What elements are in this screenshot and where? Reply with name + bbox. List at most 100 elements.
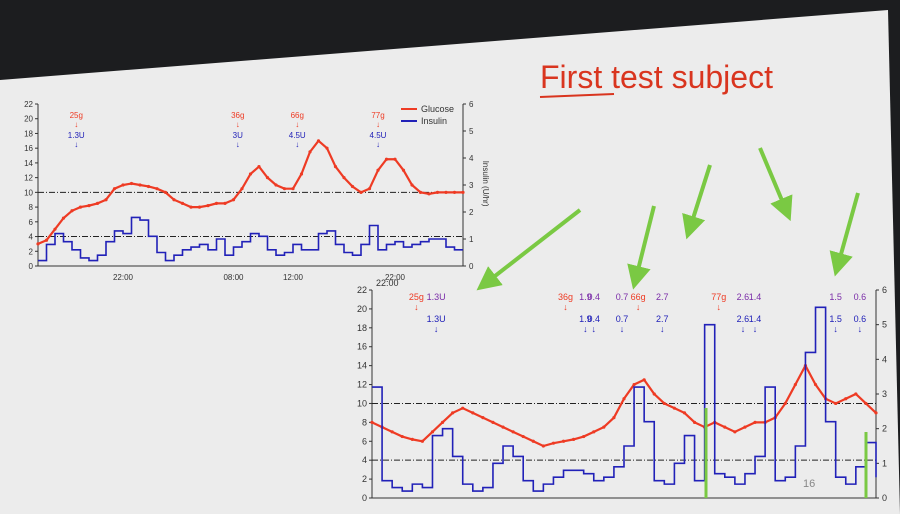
- legend-entry: Glucose: [421, 104, 454, 114]
- dose-arrow-icon: ↓: [376, 140, 380, 149]
- y2-tick-label: 4: [469, 154, 474, 163]
- y2-tick-label: 1: [882, 458, 887, 468]
- glucose-point: [435, 190, 440, 194]
- dose-arrow-icon: ↓: [592, 324, 597, 334]
- green-arrow-icon: [682, 164, 712, 240]
- glucose-point: [592, 430, 596, 434]
- glucose-point: [541, 444, 545, 448]
- carbs-arrow-icon: ↓: [563, 302, 568, 312]
- glucose-point: [87, 204, 91, 208]
- bolus-purple-label: 1.4: [749, 292, 762, 302]
- carbs-label: 25g: [70, 111, 83, 120]
- glucose-point: [864, 401, 868, 406]
- glucose-point: [367, 187, 372, 191]
- bolus-purple-label: 0.6: [854, 292, 867, 302]
- glucose-point: [682, 411, 687, 415]
- dose-arrow-icon: ↓: [74, 140, 78, 149]
- glucose-point: [316, 139, 321, 143]
- glucose-point: [427, 192, 431, 196]
- glucose-point: [257, 164, 261, 169]
- glucose-point: [393, 157, 397, 161]
- series-line-insulin: [372, 306, 877, 492]
- y-tick-label: 0: [29, 262, 34, 271]
- green-arrow-icon: [829, 192, 860, 277]
- glucose-point: [521, 434, 525, 439]
- x-tick-label: 08:00: [223, 273, 244, 282]
- glucose-point: [531, 439, 535, 443]
- bolus-purple-label: 1.9: [579, 292, 592, 302]
- dose-label: 2.6: [737, 314, 750, 324]
- dose-label: 0.7: [616, 314, 629, 324]
- glucose-point: [206, 204, 210, 208]
- glucose-point: [440, 420, 445, 424]
- glucose-point: [501, 425, 505, 429]
- y-tick-label: 8: [29, 203, 34, 212]
- y2-tick-label: 0: [469, 262, 474, 271]
- y2-axis-label: Insulin (U/hr): [481, 161, 490, 207]
- dose-label: 4.5U: [289, 131, 306, 140]
- y-tick-label: 18: [357, 323, 367, 333]
- y-tick-label: 6: [29, 218, 34, 227]
- glucose-point: [223, 201, 227, 206]
- y-tick-label: 0: [362, 493, 367, 503]
- y2-tick-label: 1: [469, 235, 474, 244]
- carbs-arrow-icon: ↓: [74, 120, 78, 129]
- dose-arrow-icon: ↓: [660, 324, 665, 334]
- y-tick-label: 20: [357, 304, 367, 314]
- glucose-point: [197, 205, 202, 209]
- bolus-purple-label: 2.7: [656, 292, 669, 302]
- glucose-point: [95, 201, 100, 206]
- glucose-point: [632, 382, 636, 387]
- y-tick-label: 4: [362, 455, 367, 465]
- bolus-purple-label: 0.4: [588, 292, 601, 302]
- series-line-insulin: [38, 216, 463, 262]
- glucose-point: [390, 430, 394, 434]
- glucose-point: [376, 168, 380, 172]
- y-tick-label: 14: [357, 361, 367, 371]
- y-tick-label: 6: [362, 436, 367, 446]
- x-tick-label: 22:00: [385, 273, 406, 282]
- glucose-point: [471, 411, 475, 415]
- glucose-point: [452, 190, 457, 194]
- carbs-arrow-icon: ↓: [376, 120, 380, 129]
- slide-title: First test subject: [540, 59, 773, 95]
- carbs-arrow-icon: ↓: [236, 120, 240, 129]
- y-tick-label: 18: [24, 129, 33, 138]
- y-tick-label: 22: [24, 100, 33, 109]
- glucose-point: [70, 209, 74, 213]
- glucose-point: [723, 425, 727, 429]
- x-tick-label: 12:00: [283, 273, 304, 282]
- y2-tick-label: 2: [882, 424, 887, 434]
- title-underline: [539, 93, 615, 98]
- y-tick-label: 8: [362, 417, 367, 427]
- glucose-point: [401, 168, 406, 172]
- slide-background: [0, 10, 900, 514]
- glucose-point: [551, 441, 556, 445]
- dose-label: 1.3U: [68, 131, 85, 140]
- x-tick-label: 22:00: [376, 278, 399, 288]
- dose-label: 2.7: [656, 314, 669, 324]
- y2-tick-label: 6: [882, 285, 887, 295]
- dose-label: 3U: [233, 131, 243, 140]
- y-tick-label: 4: [29, 233, 34, 242]
- y-tick-label: 10: [357, 398, 367, 408]
- glucose-point: [420, 439, 424, 443]
- glucose-point: [138, 183, 142, 187]
- glucose-point: [444, 190, 448, 194]
- glucose-point: [155, 187, 159, 191]
- glucose-point: [342, 176, 346, 180]
- glucose-point: [874, 411, 878, 415]
- glucose-point: [461, 190, 465, 194]
- y-tick-label: 22: [357, 285, 367, 295]
- glucose-point: [511, 430, 515, 434]
- y-tick-label: 14: [24, 159, 33, 168]
- glucose-point: [753, 420, 757, 424]
- green-arrow-icon: [758, 147, 793, 222]
- carbs-arrow-icon: ↓: [295, 120, 299, 129]
- y2-tick-label: 6: [469, 100, 474, 109]
- y2-tick-label: 5: [469, 127, 474, 136]
- dose-arrow-icon: ↓: [295, 140, 299, 149]
- dose-label: 4.5U: [370, 131, 387, 140]
- dose-label: 1.4: [749, 314, 762, 324]
